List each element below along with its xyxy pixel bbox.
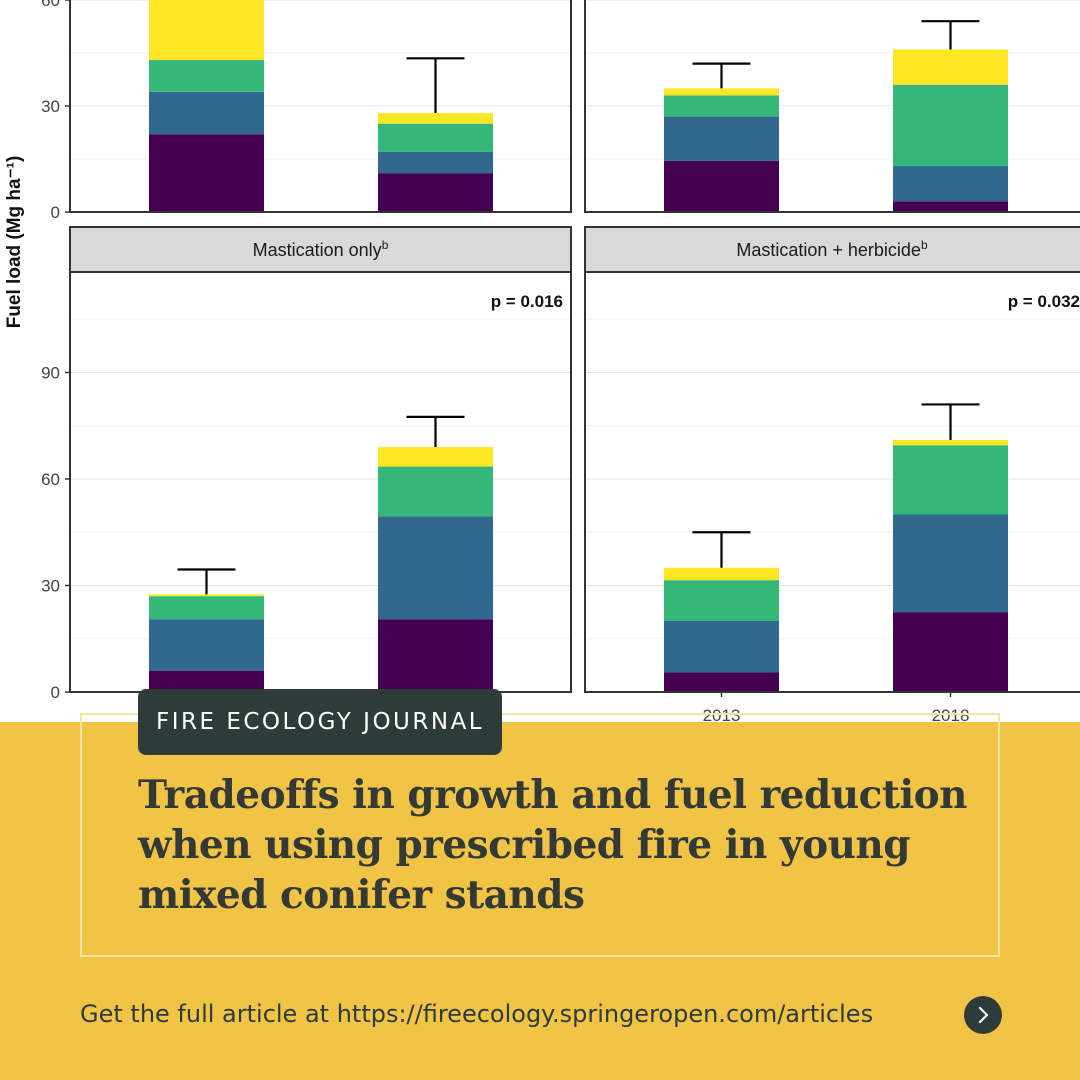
bar-segment — [893, 439, 1008, 446]
y-tick-label: 60 — [41, 470, 60, 489]
article-headline: Tradeoffs in growth and fuel reduction w… — [138, 772, 968, 918]
bar-segment — [664, 88, 779, 96]
panel-title: Mastication + herbicideb — [736, 238, 928, 260]
panel-title: Mastication onlyb — [253, 238, 389, 260]
bar-segment — [893, 84, 1008, 167]
bar-segment — [149, 594, 264, 597]
bar-segment — [378, 151, 493, 174]
y-tick-label: 30 — [41, 577, 60, 596]
panel-strip — [69, 226, 572, 273]
bar-segment — [149, 91, 264, 135]
bar-segment — [893, 612, 1008, 692]
content-frame — [80, 713, 1000, 957]
bar-segment — [664, 116, 779, 161]
bar-segment — [378, 619, 493, 692]
p-value: p = 0.016 — [491, 292, 563, 311]
bar-segment — [664, 160, 779, 212]
bar-segment — [378, 447, 493, 467]
chevron-right-icon — [978, 1006, 989, 1024]
bar-segment — [893, 514, 1008, 613]
panel-border — [69, 271, 572, 693]
bar-segment — [378, 466, 493, 517]
bar-segment — [149, 596, 264, 620]
bar-segment — [664, 580, 779, 621]
panel-border — [69, 0, 572, 213]
bar-segment — [893, 49, 1008, 85]
bar-segment — [893, 201, 1008, 212]
bar-segment — [378, 123, 493, 152]
bar-segment — [664, 621, 779, 673]
y-tick-label: 30 — [41, 97, 60, 116]
bar-segment — [664, 567, 779, 581]
bar-segment — [664, 95, 779, 117]
y-axis-label: Fuel load (Mg ha⁻¹) — [4, 156, 25, 329]
bar-segment — [378, 173, 493, 212]
bar-segment — [378, 516, 493, 620]
bar-segment — [664, 672, 779, 692]
panel-border — [584, 0, 1080, 213]
next-button[interactable] — [964, 996, 1002, 1034]
y-tick-label: 60 — [41, 0, 60, 10]
bar-segment — [149, 619, 264, 671]
bar-segment — [378, 113, 493, 124]
panel-strip — [584, 226, 1080, 273]
y-tick-label: 0 — [51, 683, 60, 702]
y-tick-label: 90 — [41, 364, 60, 383]
bar-segment — [149, 60, 264, 92]
article-link[interactable]: Get the full article at https://fireecol… — [80, 1000, 874, 1028]
y-tick-label: 0 — [51, 203, 60, 222]
bar-segment — [149, 0, 264, 61]
p-value: p = 0.032 — [1008, 292, 1080, 311]
bar-segment — [149, 134, 264, 212]
bar-segment — [893, 445, 1008, 515]
bar-segment — [893, 166, 1008, 202]
journal-badge: FIRE ECOLOGY JOURNAL — [138, 689, 503, 755]
bar-segment — [149, 670, 264, 692]
